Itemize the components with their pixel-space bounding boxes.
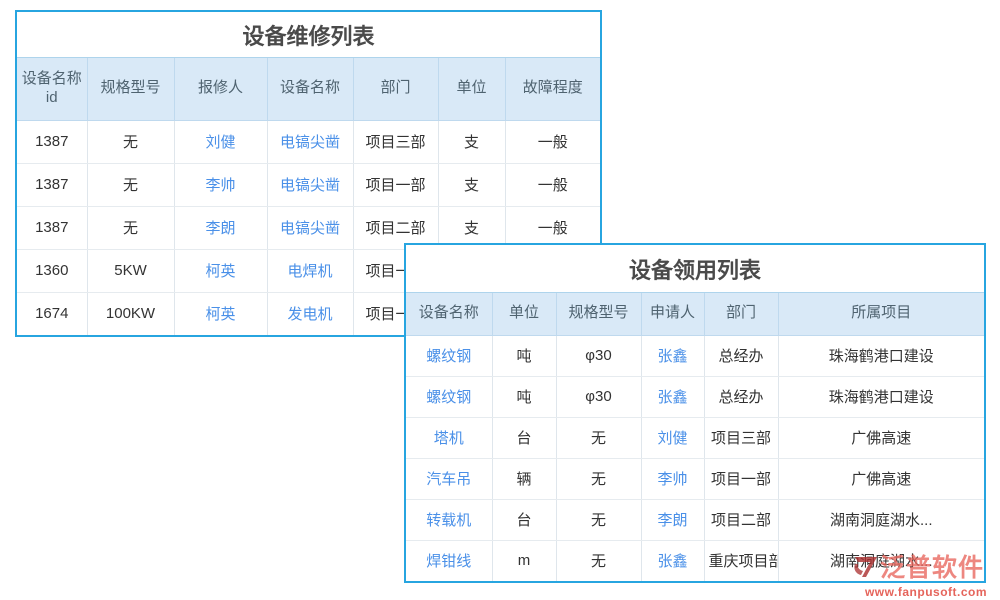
cell: 项目二部 (704, 499, 779, 541)
cell-link[interactable]: 发电机 (267, 292, 354, 335)
cell: 支 (438, 163, 506, 207)
cell: 1387 (17, 206, 88, 250)
cell: 吨 (492, 335, 557, 377)
header-row: 设备名称 单位 规格型号 申请人 部门 所属项目 (406, 293, 984, 336)
column-header: 部门 (353, 58, 439, 121)
cell-link[interactable]: 螺纹钢 (406, 376, 493, 418)
cell: φ30 (556, 335, 642, 377)
requisition-table: 设备名称 单位 规格型号 申请人 部门 所属项目 螺纹钢吨 φ30 张鑫 总经办 珠海鹤港口建设 螺纹… (406, 293, 984, 581)
cell: 项目一部 (353, 163, 439, 207)
column-header: 故障程度 (505, 58, 600, 121)
cell: 一般 (505, 206, 600, 250)
cell: 珠海鹤港口建设 (778, 376, 984, 418)
cell: 1387 (17, 120, 88, 164)
maintenance-list-title: 设备维修列表 (17, 12, 600, 58)
column-header: 申请人 (641, 293, 705, 336)
cell-link[interactable]: 李朗 (641, 499, 705, 541)
column-header: 单位 (492, 293, 557, 336)
table-row: 1387 无李朗 电镐尖凿 项目二部支一般 (17, 206, 600, 250)
cell-link[interactable]: 柯英 (174, 292, 268, 335)
cell: 湖南洞庭湖水... (778, 540, 984, 581)
cell: 广佛高速 (778, 458, 984, 500)
cell: 项目一部 (704, 458, 779, 500)
cell: 1387 (17, 163, 88, 207)
table-row: 1387 无刘健 电镐尖凿 项目三部支一般 (17, 120, 600, 164)
column-header: 设备名称 (267, 58, 354, 121)
cell: 一般 (505, 120, 600, 164)
column-header: 单位 (438, 58, 506, 121)
cell-link[interactable]: 张鑫 (641, 376, 705, 418)
table-row: 塔机台无刘健 项目三部 广佛高速 (406, 417, 984, 459)
cell: 无 (87, 163, 175, 207)
cell-link[interactable]: 张鑫 (641, 540, 705, 581)
column-header: 所属项目 (778, 293, 984, 336)
cell: 项目二部 (353, 206, 439, 250)
cell: 一般 (505, 163, 600, 207)
cell-link[interactable]: 李朗 (174, 206, 268, 250)
requisition-list-title: 设备领用列表 (406, 245, 984, 293)
cell-link[interactable]: 柯英 (174, 249, 268, 293)
table-row: 转载机台无李朗 项目二部 湖南洞庭湖水... (406, 499, 984, 541)
cell-link[interactable]: 电镐尖凿 (267, 206, 354, 250)
table-row: 1387 无李帅 电镐尖凿 项目一部支一般 (17, 163, 600, 207)
cell-link[interactable]: 塔机 (406, 417, 493, 459)
cell-link[interactable]: 李帅 (641, 458, 705, 500)
cell: 无 (556, 499, 642, 541)
table-row: 汽车吊辆无李帅 项目一部 广佛高速 (406, 458, 984, 500)
requisition-list-panel: 设备领用列表 设备名称 单位 规格型号 申请人 部门 所属项目 螺纹钢吨 φ30 张鑫 总经办 珠海… (404, 243, 986, 583)
cell-link[interactable]: 李帅 (174, 163, 268, 207)
cell-link[interactable]: 电镐尖凿 (267, 120, 354, 164)
cell: 1360 (17, 249, 88, 293)
cell-link[interactable]: 电镐尖凿 (267, 163, 354, 207)
cell: 无 (556, 540, 642, 581)
cell: 支 (438, 120, 506, 164)
cell: 吨 (492, 376, 557, 418)
maintenance-table: 设备名称id 规格型号 报修人 设备名称 部门 单位 故障程度 1387 无刘健 电镐尖凿 项目三部… (17, 58, 600, 335)
cell-link[interactable]: 电焊机 (267, 249, 354, 293)
table-row: 焊钳线 m 无张鑫 重庆项目部 湖南洞庭湖水... (406, 540, 984, 581)
cell: 无 (87, 120, 175, 164)
maintenance-list-panel: 设备维修列表 设备名称id 规格型号 报修人 设备名称 部门 单位 故障程度 1387 无刘健电… (15, 10, 602, 337)
table-row: 螺纹钢吨 φ30 张鑫 总经办 珠海鹤港口建设 (406, 376, 984, 418)
column-header: 设备名称id (17, 58, 88, 121)
cell-link[interactable]: 刘健 (641, 417, 705, 459)
column-header: 设备名称 (406, 293, 493, 336)
cell: 广佛高速 (778, 417, 984, 459)
cell: 5KW (87, 249, 175, 293)
cell-link[interactable]: 转载机 (406, 499, 493, 541)
cell-link[interactable]: 螺纹钢 (406, 335, 493, 377)
cell-link[interactable]: 刘健 (174, 120, 268, 164)
cell-link[interactable]: 焊钳线 (406, 540, 493, 581)
cell: 100KW (87, 292, 175, 335)
cell: 珠海鹤港口建设 (778, 335, 984, 377)
cell: 支 (438, 206, 506, 250)
cell: 湖南洞庭湖水... (778, 499, 984, 541)
cell: 台 (492, 499, 557, 541)
cell: 项目三部 (353, 120, 439, 164)
column-header: 部门 (704, 293, 779, 336)
watermark-url-text: www.fanpusoft.com (864, 585, 988, 599)
cell: 辆 (492, 458, 557, 500)
cell: 项目三部 (704, 417, 779, 459)
cell: 1674 (17, 292, 88, 335)
cell-link[interactable]: 汽车吊 (406, 458, 493, 500)
column-header: 报修人 (174, 58, 268, 121)
column-header: 规格型号 (556, 293, 642, 336)
header-row: 设备名称id 规格型号 报修人 设备名称 部门 单位 故障程度 (17, 58, 600, 121)
cell: 重庆项目部 (704, 540, 779, 581)
cell: 无 (556, 458, 642, 500)
cell: 总经办 (704, 335, 779, 377)
cell: 无 (556, 417, 642, 459)
cell: 无 (87, 206, 175, 250)
cell: 台 (492, 417, 557, 459)
cell: m (492, 540, 557, 581)
cell: 总经办 (704, 376, 779, 418)
table-row: 螺纹钢吨 φ30 张鑫 总经办 珠海鹤港口建设 (406, 335, 984, 377)
cell: φ30 (556, 376, 642, 418)
column-header: 规格型号 (87, 58, 175, 121)
cell-link[interactable]: 张鑫 (641, 335, 705, 377)
